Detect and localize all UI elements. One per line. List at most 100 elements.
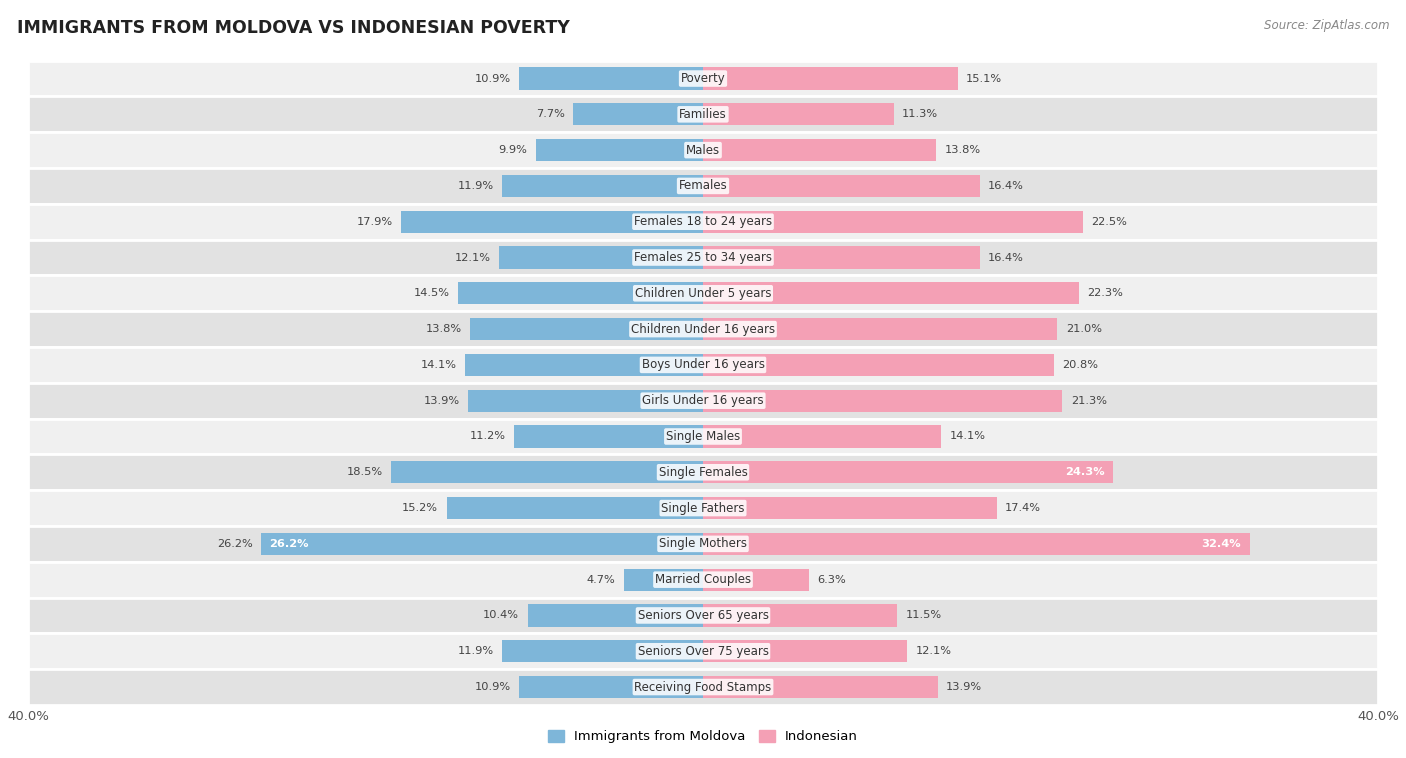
Bar [499,246,703,268]
Bar [703,175,980,197]
Text: Girls Under 16 years: Girls Under 16 years [643,394,763,407]
Bar [703,354,1054,376]
Bar [519,67,703,89]
Bar [624,568,703,590]
Text: 11.2%: 11.2% [470,431,506,441]
Legend: Immigrants from Moldova, Indonesian: Immigrants from Moldova, Indonesian [548,730,858,744]
Text: Poverty: Poverty [681,72,725,85]
Bar [28,347,1378,383]
Text: Females 25 to 34 years: Females 25 to 34 years [634,251,772,264]
Bar [519,676,703,698]
Bar [703,103,894,125]
Text: 14.5%: 14.5% [413,288,450,299]
Text: Males: Males [686,143,720,157]
Text: 26.2%: 26.2% [217,539,253,549]
Bar [458,282,703,305]
Text: 22.3%: 22.3% [1088,288,1123,299]
Bar [502,641,703,662]
Text: Receiving Food Stamps: Receiving Food Stamps [634,681,772,694]
Text: Children Under 5 years: Children Under 5 years [634,287,772,300]
Text: 4.7%: 4.7% [586,575,616,584]
Bar [28,490,1378,526]
Text: Boys Under 16 years: Boys Under 16 years [641,359,765,371]
Bar [703,676,938,698]
Bar [502,175,703,197]
Text: 10.4%: 10.4% [484,610,519,621]
Bar [28,240,1378,275]
Bar [28,669,1378,705]
Text: Seniors Over 75 years: Seniors Over 75 years [637,645,769,658]
Text: 11.9%: 11.9% [458,647,494,656]
Bar [28,597,1378,634]
Bar [703,318,1057,340]
Bar [703,282,1080,305]
Bar [703,641,907,662]
Bar [527,604,703,627]
Bar [262,533,703,555]
Text: 20.8%: 20.8% [1063,360,1098,370]
Text: 16.4%: 16.4% [988,181,1024,191]
Text: 13.8%: 13.8% [945,145,980,155]
Bar [28,418,1378,454]
Bar [703,568,810,590]
Text: 11.3%: 11.3% [903,109,938,119]
Text: Source: ZipAtlas.com: Source: ZipAtlas.com [1264,19,1389,32]
Bar [28,275,1378,312]
Text: 11.9%: 11.9% [458,181,494,191]
Text: 9.9%: 9.9% [499,145,527,155]
Bar [470,318,703,340]
Text: 11.5%: 11.5% [905,610,942,621]
Bar [703,533,1250,555]
Text: IMMIGRANTS FROM MOLDOVA VS INDONESIAN POVERTY: IMMIGRANTS FROM MOLDOVA VS INDONESIAN PO… [17,19,569,37]
Bar [703,67,957,89]
Text: Females: Females [679,180,727,193]
Text: Children Under 16 years: Children Under 16 years [631,323,775,336]
Text: Married Couples: Married Couples [655,573,751,586]
Text: 7.7%: 7.7% [536,109,565,119]
Text: 21.0%: 21.0% [1066,324,1102,334]
Bar [28,454,1378,490]
Bar [28,168,1378,204]
Text: 26.2%: 26.2% [270,539,309,549]
Text: 12.1%: 12.1% [454,252,491,262]
Text: 14.1%: 14.1% [420,360,457,370]
Text: Single Fathers: Single Fathers [661,502,745,515]
Bar [703,604,897,627]
Bar [28,526,1378,562]
Bar [28,312,1378,347]
Text: 13.9%: 13.9% [425,396,460,406]
Text: 22.5%: 22.5% [1091,217,1128,227]
Text: 18.5%: 18.5% [346,467,382,478]
Bar [703,425,941,447]
Bar [703,211,1083,233]
Bar [28,96,1378,132]
Text: Single Females: Single Females [658,465,748,479]
Text: 32.4%: 32.4% [1202,539,1241,549]
Text: 15.1%: 15.1% [966,74,1002,83]
Text: 10.9%: 10.9% [475,682,510,692]
Bar [703,390,1063,412]
Text: Single Males: Single Males [666,430,740,443]
Bar [515,425,703,447]
Text: 21.3%: 21.3% [1071,396,1107,406]
Bar [536,139,703,161]
Text: Seniors Over 65 years: Seniors Over 65 years [637,609,769,622]
Text: 13.9%: 13.9% [946,682,981,692]
Bar [468,390,703,412]
Bar [28,562,1378,597]
Bar [574,103,703,125]
Text: 13.8%: 13.8% [426,324,461,334]
Bar [28,634,1378,669]
Bar [703,246,980,268]
Text: Females 18 to 24 years: Females 18 to 24 years [634,215,772,228]
Bar [28,61,1378,96]
Text: Single Mothers: Single Mothers [659,537,747,550]
Text: 14.1%: 14.1% [949,431,986,441]
Text: 16.4%: 16.4% [988,252,1024,262]
Bar [391,461,703,484]
Bar [703,139,936,161]
Bar [465,354,703,376]
Text: 24.3%: 24.3% [1064,467,1105,478]
Bar [447,497,703,519]
Text: Families: Families [679,108,727,121]
